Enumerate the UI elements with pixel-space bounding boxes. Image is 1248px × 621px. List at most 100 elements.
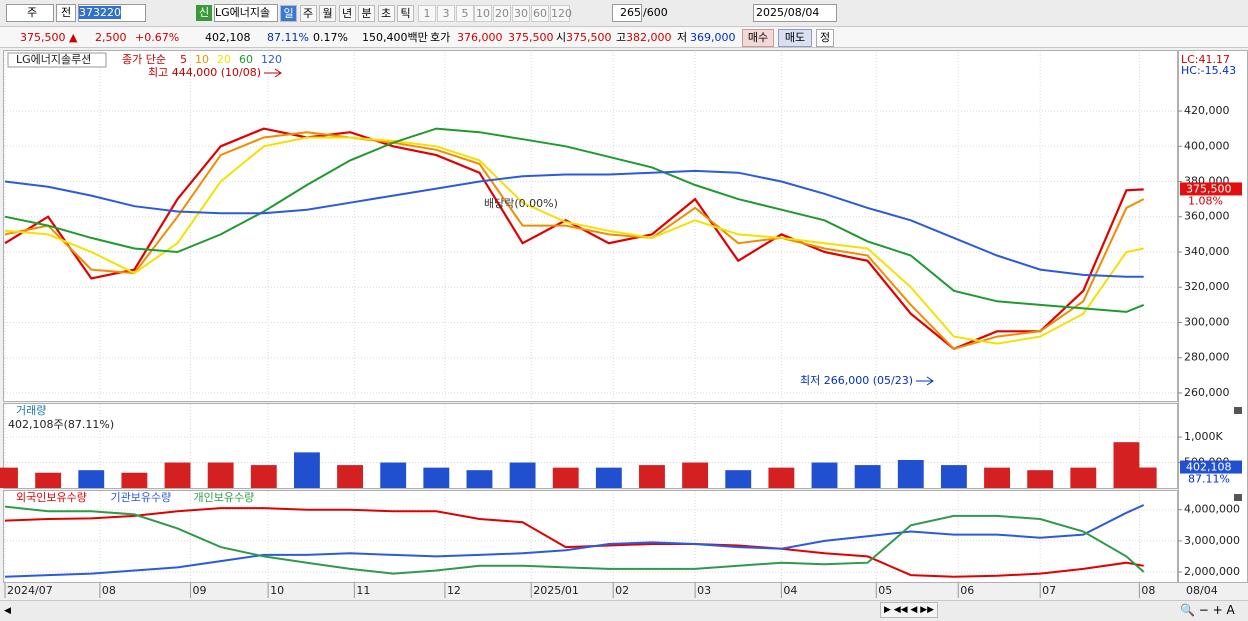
x-tick-label: 03	[697, 584, 711, 597]
count-max: /600	[643, 6, 668, 19]
x-end-label: 08/04	[1186, 584, 1218, 597]
series-line	[4, 169, 1144, 278]
quote-volume-pct: 87.11%	[267, 31, 309, 44]
interval-button[interactable]: 10	[474, 5, 492, 22]
price-panel	[3, 50, 1178, 402]
period-button[interactable]: 일	[280, 5, 297, 22]
interval-button[interactable]: 20	[493, 5, 511, 22]
series-line	[4, 504, 1145, 578]
annotation-arrow	[916, 376, 934, 386]
interval-button[interactable]: 30	[512, 5, 530, 22]
volume-bar	[725, 470, 752, 488]
period-button[interactable]: 주	[299, 5, 317, 22]
volume-bar	[811, 462, 838, 488]
volume-bar	[854, 465, 881, 488]
quote-bar	[0, 27, 1248, 48]
sell-button[interactable]: 매도	[778, 29, 812, 47]
volume-bar	[682, 462, 709, 488]
quote-volume: 402,108	[205, 31, 251, 44]
interval-button[interactable]: 120	[550, 5, 572, 22]
interval-button[interactable]: 60	[531, 5, 549, 22]
panel-subtitle: 402,108주(87.11%)	[8, 418, 114, 431]
legend-entry: 외국인보유수량	[16, 491, 87, 504]
x-tick-label: 09	[192, 584, 206, 597]
buy-button[interactable]: 매수	[742, 29, 774, 47]
last-price-label: 375,500	[1186, 182, 1232, 195]
y-tick-label: 4,000,000	[1184, 503, 1240, 516]
count-input[interactable]: 265	[612, 4, 642, 22]
x-tick-label: 2024/07	[7, 584, 53, 597]
period-button[interactable]: 틱	[397, 5, 414, 22]
extra-button[interactable]: 정	[816, 29, 834, 47]
interval-button[interactable]: 1	[418, 5, 436, 22]
scroll-left[interactable]: ◀	[4, 606, 11, 616]
x-tick-label: 05	[878, 584, 892, 597]
x-tick-label: 06	[960, 584, 974, 597]
prev-button[interactable]: 전	[56, 4, 76, 22]
last-volume-pct: 87.11%	[1188, 473, 1230, 486]
legend-entry: 개인보유수량	[194, 491, 255, 504]
annotation-low: 최저 266,000 (05/23)	[800, 374, 913, 387]
y-tick-label: 1,000K	[1184, 430, 1223, 443]
volume-bar	[509, 462, 536, 488]
hc-label: HC:-15.43	[1181, 64, 1236, 77]
x-tick-label: 2025/01	[533, 584, 579, 597]
volume-bar	[207, 462, 234, 488]
quote-low-label: 저	[677, 31, 688, 44]
zoom-controls[interactable]: 🔍 − + A	[1180, 603, 1235, 617]
quote-low: 369,000	[690, 31, 736, 44]
volume-bar	[423, 467, 450, 488]
volume-bar	[639, 465, 665, 488]
x-tick-label: 04	[783, 584, 797, 597]
x-tick-label: 10	[270, 584, 284, 597]
volume-bar	[78, 470, 105, 488]
volume-bar	[1027, 470, 1054, 488]
interval-button[interactable]: 5	[456, 5, 474, 22]
quote-change-pct: +0.67%	[135, 31, 180, 44]
volume-bar	[121, 472, 148, 488]
volume-bar	[768, 467, 795, 488]
market-select[interactable]: 주	[6, 4, 54, 22]
period-button[interactable]: 년	[338, 5, 356, 22]
quote-bid: 375,500	[508, 31, 554, 44]
stock-name: LG에너지솔	[214, 4, 278, 22]
volume-bar	[1070, 467, 1097, 488]
volume-bar	[940, 465, 967, 488]
legend-entry: 120	[261, 53, 282, 66]
volume-bar	[380, 462, 407, 488]
series-line	[4, 505, 1145, 575]
legend-entry: 20	[217, 53, 231, 66]
series-line	[4, 131, 1145, 351]
volume-bar	[552, 467, 579, 488]
period-button[interactable]: 월	[319, 5, 336, 22]
legend-entry: 10	[195, 53, 209, 66]
quote-open: 375,500	[566, 31, 612, 44]
last-price-box	[1180, 182, 1242, 196]
x-tick-label: 11	[356, 584, 370, 597]
volume-bar	[1130, 467, 1157, 488]
y-tick-label: 300,000	[1184, 315, 1230, 328]
x-tick-label: 08	[102, 584, 116, 597]
annotation-dividend: 배당락(0.00%)	[484, 197, 558, 210]
period-button[interactable]: 초	[377, 5, 395, 22]
y-tick-label: 400,000	[1184, 139, 1230, 152]
period-button[interactable]: 분	[358, 5, 375, 22]
volume-bar	[250, 465, 277, 488]
panel-close	[1234, 494, 1242, 501]
last-volume-label: 402,108	[1186, 461, 1232, 474]
quote-high: 382,000	[626, 31, 672, 44]
volume-bar	[897, 460, 924, 488]
volume-bar	[35, 472, 62, 488]
quote-turnover: 0.17%	[313, 31, 348, 44]
volume-bar	[293, 452, 320, 488]
y-tick-label: 3,000,000	[1184, 534, 1240, 547]
interval-button[interactable]: 3	[437, 5, 455, 22]
legend-entry: 기관보유수량	[111, 491, 172, 504]
legend-entry: 5	[180, 53, 187, 66]
scroll-buttons[interactable]: ▶ ◀◀ ◀ ▶▶	[880, 602, 938, 618]
code-input[interactable]: 373220	[78, 4, 146, 22]
date-input[interactable]: 2025/08/04	[753, 4, 837, 22]
quote-high-label: 고	[616, 31, 627, 44]
y-tick-label: 360,000	[1184, 210, 1230, 223]
